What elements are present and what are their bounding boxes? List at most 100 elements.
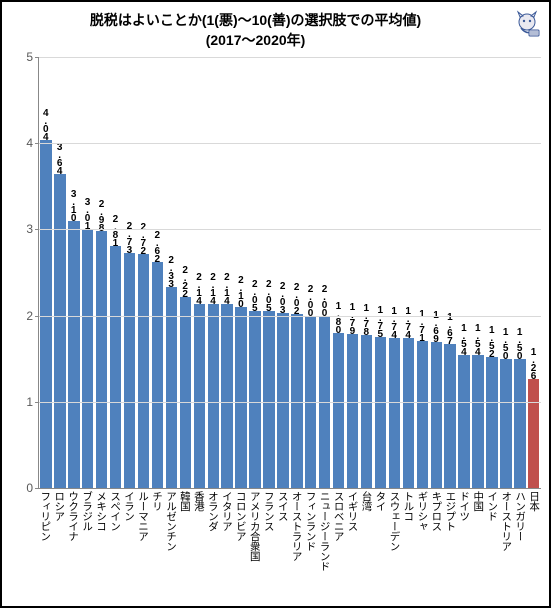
x-label-slot: アルゼンチン: [164, 491, 178, 571]
bar: 2.14: [221, 304, 232, 488]
bar-slot: 1.26: [527, 57, 541, 488]
x-axis-label: オランダ: [207, 491, 218, 571]
bar: 1.80: [333, 333, 344, 488]
bar-slot: 2.03: [276, 57, 290, 488]
bar-slot: 2.02: [290, 57, 304, 488]
bar-value-label: 3.10: [68, 189, 79, 223]
bar-value-label: 1.71: [417, 309, 428, 343]
bar: 3.10: [68, 221, 79, 488]
bar: 1.54: [472, 355, 483, 488]
bar-slot: 1.50: [499, 57, 513, 488]
bar: 2.33: [166, 287, 177, 488]
bar-slot: 2.98: [95, 57, 109, 488]
x-label-slot: チリ: [150, 491, 164, 571]
bar-value-label: 2.00: [305, 284, 316, 318]
x-label-slot: オーストリア: [499, 491, 513, 571]
bar: 1.69: [431, 342, 442, 488]
bars-container: 4.04 3.643.103.012.982.812.732.722.622.33…: [39, 57, 541, 488]
bar-value-label: 1.26: [528, 347, 539, 381]
x-label-slot: コロンビア: [234, 491, 248, 571]
bar: 2.03: [277, 313, 288, 488]
bar-slot: 1.54: [471, 57, 485, 488]
x-axis-label: ブラジル: [82, 491, 93, 571]
x-label-slot: ウクライナ: [66, 491, 80, 571]
x-axis-label: アメリカ合衆国: [249, 491, 260, 571]
bar-value-label: 1.54: [472, 323, 483, 357]
bar-slot: 3.10: [67, 57, 81, 488]
x-axis-label: キプロス: [431, 491, 442, 571]
bar-slot: 2.05: [248, 57, 262, 488]
x-label-slot: ロシア: [52, 491, 66, 571]
x-axis-label: コロンビア: [235, 491, 246, 571]
bar: 3.01: [82, 229, 93, 488]
bar-slot: 1.74: [387, 57, 401, 488]
bar-value-label: 2.10: [235, 275, 246, 309]
bar-slot: 2.05: [262, 57, 276, 488]
x-label-slot: イギリス: [345, 491, 359, 571]
x-axis-label: メキシコ: [96, 491, 107, 571]
bar-slot: 2.33: [164, 57, 178, 488]
bar-slot: 4.04: [39, 57, 53, 488]
x-axis-label: スウェーデン: [389, 491, 400, 571]
bar-value-label: 1.74: [403, 306, 414, 340]
x-axis-label: アルゼンチン: [165, 491, 176, 571]
bar-value-label: 2.22: [180, 265, 191, 299]
bar-value-label: 2.14: [221, 272, 232, 306]
x-axis-label: オーストラリア: [291, 491, 302, 571]
bar: 2.62: [152, 262, 163, 488]
y-tick-label: 5: [26, 50, 39, 64]
x-axis-label: イラン: [124, 491, 135, 571]
bar-slot: 1.80: [332, 57, 346, 488]
x-axis-label: スイス: [277, 491, 288, 571]
x-axis-label: 日本: [529, 491, 540, 571]
x-axis-label: ニュージーランド: [319, 491, 330, 571]
x-axis-label: フィリピン: [40, 491, 51, 571]
bar-slot: 1.74: [401, 57, 415, 488]
x-axis-label: イギリス: [347, 491, 358, 571]
x-label-slot: オーストラリア: [289, 491, 303, 571]
x-axis-label: ハンガリー: [515, 491, 526, 571]
bar: 1.67: [444, 344, 455, 488]
y-tick-label: 4: [26, 136, 39, 150]
bar-slot: 2.00: [318, 57, 332, 488]
bar-slot: 2.81: [109, 57, 123, 488]
plot-area: 4.04 3.643.103.012.982.812.732.722.622.33…: [38, 57, 541, 489]
x-label-slot: タイ: [373, 491, 387, 571]
bar-slot: 2.00: [304, 57, 318, 488]
bar-slot: 2.72: [137, 57, 151, 488]
bar: 2.05: [263, 311, 274, 488]
x-label-slot: キプロス: [429, 491, 443, 571]
x-label-slot: ドイツ: [457, 491, 471, 571]
y-tick-label: 2: [26, 309, 39, 323]
bar-value-label: 1.67: [444, 312, 455, 346]
bar: 3.64: [54, 174, 65, 488]
x-label-slot: メキシコ: [94, 491, 108, 571]
bar-value-label: 2.14: [208, 272, 219, 306]
x-label-slot: トルコ: [401, 491, 415, 571]
bar-slot: 1.75: [374, 57, 388, 488]
bar-slot: 1.79: [346, 57, 360, 488]
x-axis-label: ドイツ: [459, 491, 470, 571]
bar-value-label: 1.78: [361, 303, 372, 337]
bar-value-label: 4.04: [40, 108, 51, 142]
grid-line: [39, 316, 541, 317]
bar-slot: 1.71: [415, 57, 429, 488]
bar: 2.14: [194, 304, 205, 488]
bar-value-label: 2.05: [249, 279, 260, 313]
x-label-slot: 日本: [527, 491, 541, 571]
bar-slot: 2.14: [206, 57, 220, 488]
grid-line: [39, 57, 541, 58]
bar-value-label: 3.01: [82, 197, 93, 231]
bar-value-label: 1.50: [514, 327, 525, 361]
x-axis-label: トルコ: [403, 491, 414, 571]
bar: 2.10: [235, 307, 246, 488]
x-label-slot: スペイン: [108, 491, 122, 571]
bar: 1.54: [458, 355, 469, 488]
x-label-slot: イラン: [122, 491, 136, 571]
title-line-2: (2017～2020年): [2, 30, 509, 50]
bar-value-label: 1.50: [500, 327, 511, 361]
x-label-slot: フィリピン: [38, 491, 52, 571]
bar-slot: 2.73: [123, 57, 137, 488]
bar: 1.52: [486, 357, 497, 488]
x-axis-label: ギリシャ: [417, 491, 428, 571]
